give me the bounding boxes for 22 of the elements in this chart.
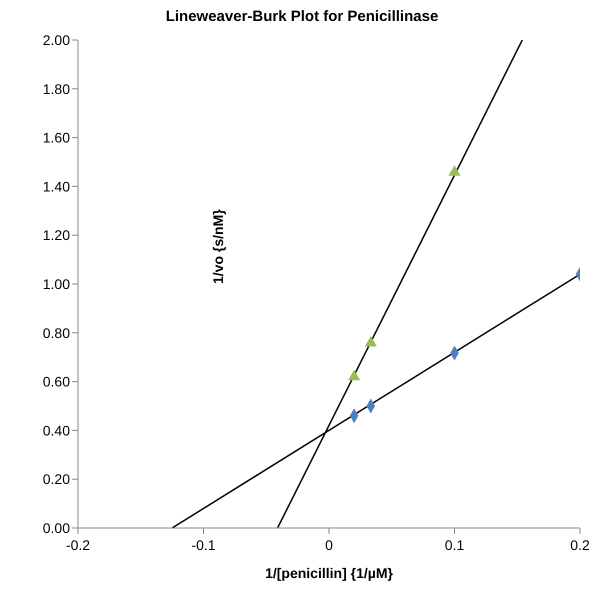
y-tick-label: 1.60 [42,130,70,146]
x-tick-label: -0.1 [191,537,216,553]
chart-title: Lineweaver-Burk Plot for Penicillinase [164,8,440,27]
y-tick-label: 1.00 [42,276,70,292]
point [348,370,360,380]
x-tick-label: -0.2 [66,537,90,553]
y-tick-label: 0.80 [42,324,70,341]
y-tick-label: 2.00 [42,32,70,48]
x-tick-label: 0 [325,537,334,553]
y-tick-label: 0.40 [42,422,70,438]
x-tick-label: 0.1 [444,537,464,553]
y-tick-label: 0.00 [42,520,70,536]
y-tick-label: 1.40 [42,178,70,194]
y-tick-label: 0.60 [42,374,70,390]
point [364,336,377,347]
y-tick-label: 0.20 [42,471,70,488]
y-tick-label: 1.20 [42,227,70,244]
y-tick-label: 1.80 [42,80,70,97]
x-tick-label: 0.2 [570,537,590,553]
y-axis-title: 1/vo {s/nM} [210,208,226,284]
x-axis-title: 1/[penicillin] {1/µM} [265,565,394,581]
point [448,165,461,176]
